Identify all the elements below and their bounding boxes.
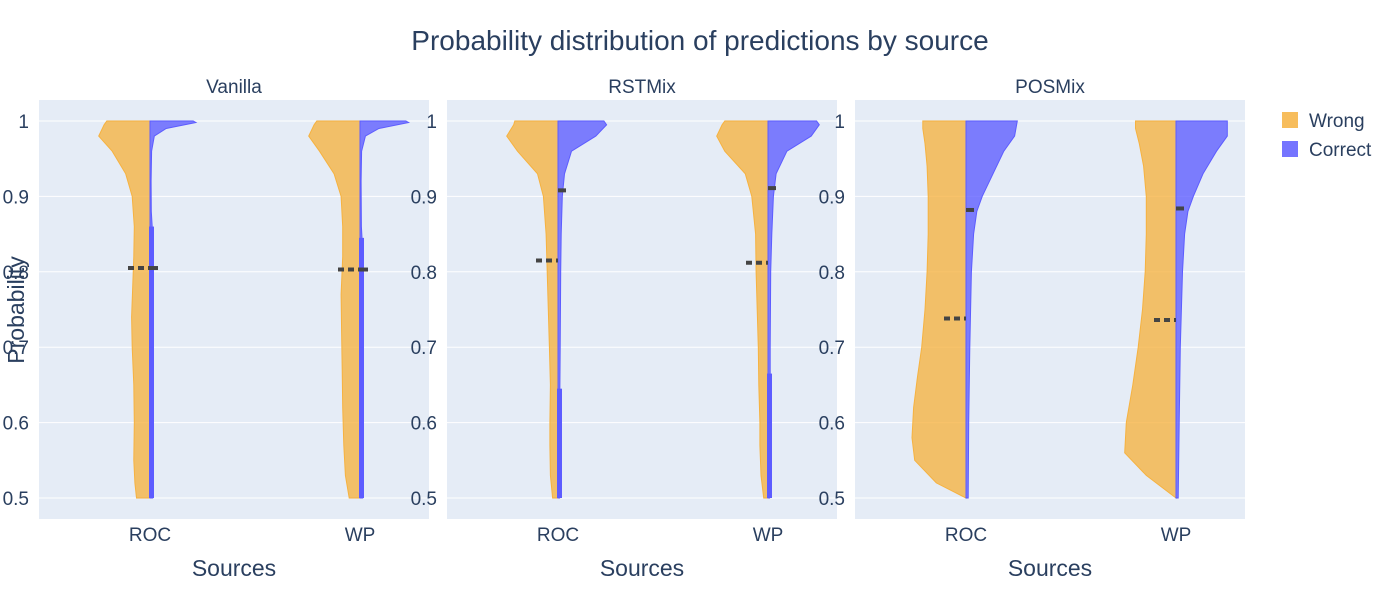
legend-swatch [1282,141,1298,157]
subplot-title: POSMix [1015,77,1085,98]
subplot-title: Vanilla [206,77,262,98]
y-tick-label: 0.6 [3,414,29,435]
y-tick-label: 0.8 [3,263,29,284]
subplot-posmix: 0.5 0.6 0.7 0.8 0.9 1 POSMix Sources ROC WP [819,77,1245,581]
x-tick-label: WP [1161,525,1192,546]
y-axis-title: Probability [3,256,29,364]
subplot-title: RSTMix [608,77,676,98]
violin-wrong-wp[interactable] [716,120,769,499]
x-axis-title: Sources [600,555,684,581]
legend[interactable]: Wrong Correct [1282,111,1372,161]
violin-wrong-roc[interactable] [911,120,967,499]
box-correct-wp [359,237,364,498]
y-tick-label: 0.5 [3,489,29,510]
legend-label: Wrong [1309,111,1365,132]
y-tick-label: 0.7 [411,338,437,359]
box-correct-roc [557,388,562,498]
violin-wrong-wp[interactable] [1124,120,1177,500]
y-tick-label: 0.9 [819,187,845,208]
legend-label: Correct [1309,140,1372,161]
subplot-vanilla: 0.5 0.6 0.7 0.8 0.9 1 Vanilla Sources ROC WP [3,77,429,581]
x-tick-label: ROC [129,525,171,546]
violin-wrong-roc[interactable] [98,120,151,499]
y-tick-label: 1 [834,112,845,133]
violin-wrong-roc[interactable] [506,120,559,499]
y-tick-label: 0.6 [411,414,437,435]
y-tick-label: 0.5 [411,489,437,510]
plot-background [39,100,429,519]
x-axis-title: Sources [1008,555,1092,581]
legend-item-correct[interactable]: Correct [1282,140,1372,161]
violin-correct-roc[interactable] [965,120,1018,499]
y-tick-label: 0.8 [411,263,437,284]
x-tick-label: ROC [945,525,987,546]
violin-correct-wp[interactable] [1175,120,1228,499]
y-tick-label: 0.5 [819,489,845,510]
y-tick-label: 1 [426,112,437,133]
x-tick-label: WP [753,525,784,546]
x-tick-label: WP [345,525,376,546]
box-correct-roc [149,226,154,498]
y-tick-label: 0.9 [411,187,437,208]
y-tick-label: 0.8 [819,263,845,284]
x-axis-title: Sources [192,555,276,581]
legend-swatch [1282,112,1298,128]
y-tick-label: 0.6 [819,414,845,435]
y-tick-label: 0.7 [3,338,29,359]
y-tick-label: 0.9 [3,187,29,208]
y-tick-label: 0.7 [819,338,845,359]
legend-item-wrong[interactable]: Wrong [1282,111,1365,132]
box-correct-wp [767,373,772,498]
x-tick-label: ROC [537,525,579,546]
subplot-rstmix: 0.5 0.6 0.7 0.8 0.9 1 RSTMix Sources ROC WP [411,77,837,581]
y-tick-label: 1 [18,112,29,133]
violin-wrong-wp[interactable] [308,120,361,499]
chart-title: Probability distribution of predictions … [411,25,988,56]
